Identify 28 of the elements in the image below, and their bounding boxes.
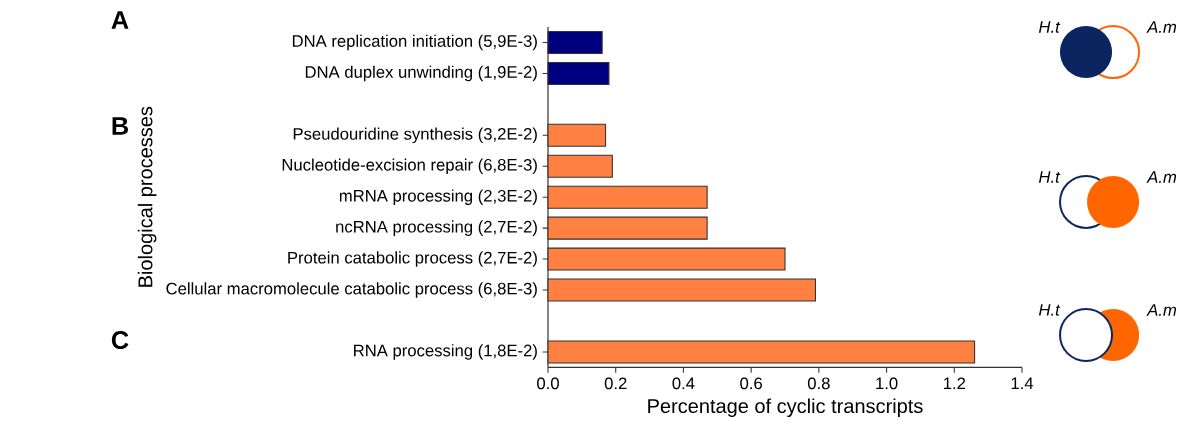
text: A bbox=[111, 11, 129, 29]
x-tick-label: 1.0 bbox=[876, 377, 898, 390]
y-tick-label: mRNA processing (2,3E-2) bbox=[339, 189, 537, 205]
text: A.m bbox=[1146, 21, 1177, 33]
text: B bbox=[112, 117, 129, 135]
x-axis-title: Percentage of cyclic transcripts bbox=[648, 398, 923, 418]
x-tick-label: 0.8 bbox=[807, 377, 830, 390]
text: H.t bbox=[1038, 171, 1061, 183]
y-tick-label: ncRNA processing (2,7E-2) bbox=[336, 220, 537, 236]
y-axis-title: Biological processes bbox=[137, 106, 157, 287]
y-tick-label: RNA processing (1,8E-2) bbox=[354, 344, 537, 360]
x-tick-label: 1.2 bbox=[943, 377, 966, 390]
y-tick-label: Pseudouridine synthesis (3,2E-2) bbox=[293, 127, 537, 144]
text: A.m bbox=[1146, 304, 1177, 316]
y-tick-label: Cellular macromolecule catabolic process (6,8E-3) bbox=[166, 282, 537, 298]
text: H.t bbox=[1038, 304, 1061, 316]
text: C bbox=[111, 331, 129, 350]
text: A.m bbox=[1146, 171, 1177, 183]
x-tick-label: 0.6 bbox=[740, 377, 762, 390]
text: H.t bbox=[1038, 21, 1061, 33]
y-tick-label: Nucleotide-excision repair (6,8E-3) bbox=[282, 158, 537, 175]
y-tick-label: DNA duplex unwinding (1,9E-2) bbox=[305, 65, 537, 82]
x-tick-label: 0.0 bbox=[537, 377, 559, 390]
y-tick-label: Protein catabolic process (2,7E-2) bbox=[288, 251, 537, 267]
x-tick-label: 0.4 bbox=[672, 377, 695, 390]
x-tick-label: 1.4 bbox=[1011, 377, 1034, 389]
x-tick-label: 0.2 bbox=[604, 377, 627, 390]
y-tick-label: DNA replication initiation (5,9E-3) bbox=[292, 34, 537, 51]
